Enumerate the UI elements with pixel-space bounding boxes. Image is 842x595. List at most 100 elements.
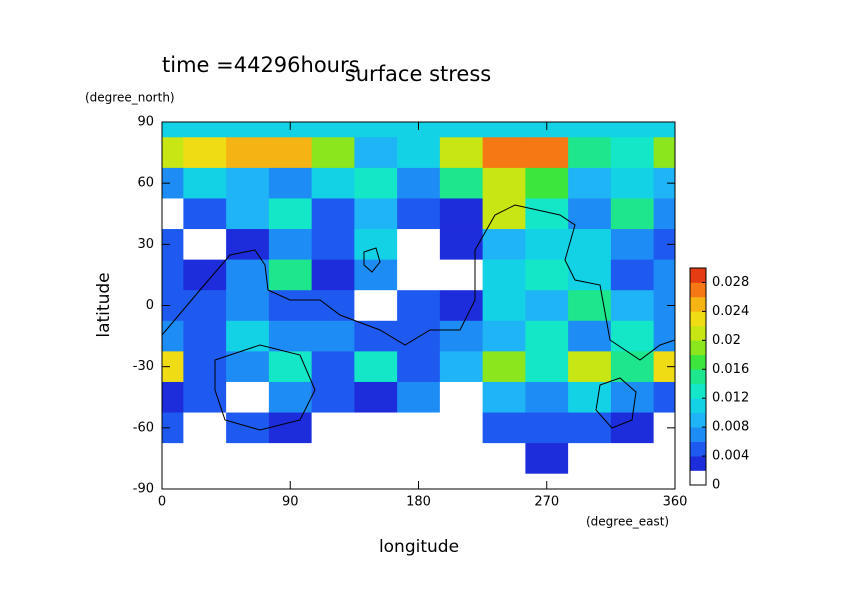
field-cell xyxy=(653,137,675,169)
field-cell xyxy=(610,443,655,475)
colorbar-swatch xyxy=(690,268,706,283)
colorbar-tick-label: 0.024 xyxy=(712,304,749,319)
field-cell xyxy=(162,198,184,230)
field-cell xyxy=(183,412,227,444)
field-cell xyxy=(268,412,313,444)
y-tick-label: -30 xyxy=(133,359,154,374)
field-cell xyxy=(525,320,569,352)
field-cell xyxy=(226,122,270,138)
field-cell xyxy=(525,137,569,169)
colorbar-swatch xyxy=(690,412,706,428)
field-cell xyxy=(268,443,313,475)
field-cell xyxy=(610,381,655,414)
field-cell xyxy=(311,198,355,230)
field-cell xyxy=(525,229,569,261)
field-cell xyxy=(268,137,313,169)
field-cell xyxy=(226,412,270,444)
field-cell xyxy=(268,229,313,261)
field-cell xyxy=(183,443,227,475)
field-cell xyxy=(183,167,227,199)
field-cell xyxy=(183,320,227,352)
coastline xyxy=(162,204,675,361)
coastline xyxy=(214,344,316,431)
field-cell xyxy=(268,290,313,322)
field-cell xyxy=(397,259,441,291)
field-cell xyxy=(226,167,270,199)
field-cell xyxy=(482,259,526,291)
field-cell xyxy=(482,320,526,352)
field-cell xyxy=(162,167,184,199)
field-cell xyxy=(354,229,398,261)
field-cell xyxy=(568,473,612,489)
field-cell xyxy=(226,351,270,383)
field-cell xyxy=(610,320,655,352)
field-cell xyxy=(354,259,398,291)
x-unit: (degree_east) xyxy=(586,515,669,529)
field-cell xyxy=(439,229,484,261)
field-cell xyxy=(226,381,270,414)
colorbar-tick-label: 0.008 xyxy=(712,420,749,435)
field-cell xyxy=(568,443,612,475)
field-cell xyxy=(226,290,270,322)
colorbar-swatch xyxy=(690,296,706,312)
field-cell xyxy=(610,137,655,169)
colorbar-swatch xyxy=(690,427,706,442)
field-cell xyxy=(311,412,355,444)
field-cell xyxy=(162,412,184,444)
field-cell xyxy=(653,198,675,230)
colorbar-tick-label: 0.028 xyxy=(712,275,749,290)
field-cell xyxy=(568,320,612,352)
field-cell xyxy=(525,167,569,199)
x-tick-label: 0 xyxy=(158,495,166,510)
field-cell xyxy=(439,443,484,475)
field-cell xyxy=(482,351,526,383)
field-cell xyxy=(568,122,612,138)
field-cell xyxy=(183,290,227,322)
y-tick-label: -90 xyxy=(133,482,154,497)
colorbar-swatch xyxy=(690,340,706,356)
field-cell xyxy=(525,198,569,230)
colorbar-tick-label: 0.012 xyxy=(712,391,749,406)
field-cell xyxy=(610,259,655,291)
field-cell xyxy=(397,137,441,169)
chart-title: surface stress xyxy=(345,62,491,86)
colorbar-tick-label: 0.004 xyxy=(712,449,749,464)
field-cell xyxy=(653,229,675,261)
field-cell xyxy=(311,122,355,138)
y-tick-label: 0 xyxy=(146,298,154,313)
colorbar-swatch xyxy=(690,470,706,486)
field-cell xyxy=(653,290,675,322)
field-cell xyxy=(226,259,270,291)
field-cell xyxy=(525,351,569,383)
field-cell xyxy=(482,137,526,169)
field-cell xyxy=(568,290,612,322)
field-cell xyxy=(311,167,355,199)
field-cell xyxy=(162,259,184,291)
field-cell xyxy=(183,122,227,138)
field-cell xyxy=(226,229,270,261)
colorbar-tick-label: 0.02 xyxy=(712,333,741,348)
field-cell xyxy=(653,122,675,138)
field-cell xyxy=(397,381,441,414)
field-cell xyxy=(183,198,227,230)
field-cell xyxy=(482,381,526,414)
field-cell xyxy=(568,198,612,230)
field-cell xyxy=(354,412,398,444)
field-cell xyxy=(268,259,313,291)
field-cell xyxy=(482,290,526,322)
field-cell xyxy=(311,473,355,489)
field-cell xyxy=(439,259,484,291)
x-tick-label: 180 xyxy=(406,495,431,510)
colorbar-swatch xyxy=(690,311,706,327)
field-cell xyxy=(311,381,355,414)
field-cell xyxy=(354,473,398,489)
field-cell xyxy=(568,167,612,199)
field-cell xyxy=(439,198,484,230)
field-cell xyxy=(653,381,675,414)
field-cell xyxy=(183,473,227,489)
field-cell xyxy=(162,122,184,138)
field-cell xyxy=(482,443,526,475)
y-tick-label: -60 xyxy=(133,420,154,435)
colorbar-swatch xyxy=(690,354,706,370)
field-cell xyxy=(568,259,612,291)
